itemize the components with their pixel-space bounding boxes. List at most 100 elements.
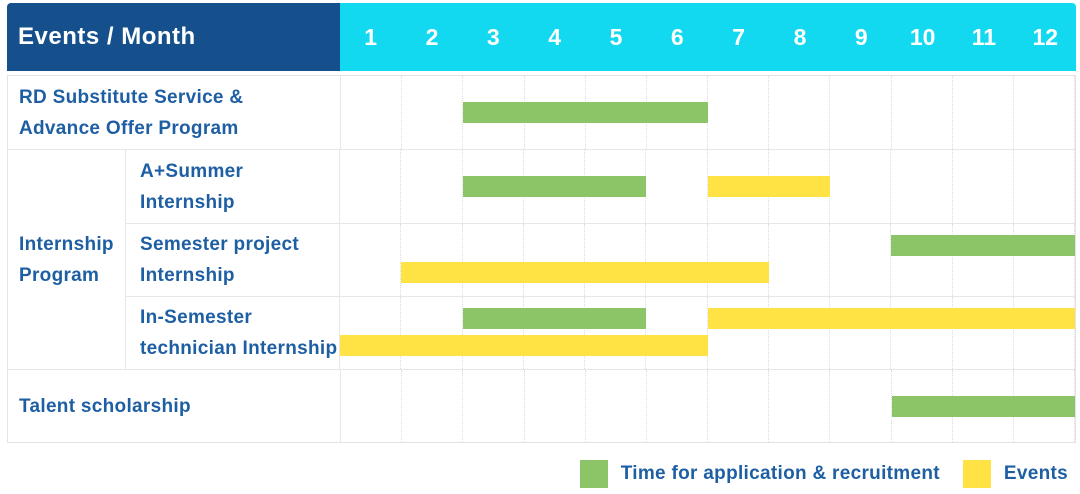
label-line: Internship — [19, 233, 114, 255]
schedule-row-semester-project: Semester project Internship — [126, 223, 1075, 296]
month-gridline-column — [891, 297, 953, 369]
schedule-row-in-semester-technician: In-Semester technician Internship — [126, 296, 1075, 369]
label-line: Internship — [140, 191, 235, 213]
month-header-cell: 10 — [909, 23, 936, 50]
row-label-semester-project: Semester project Internship — [126, 224, 340, 296]
month-header-cell: 3 — [486, 23, 500, 50]
label-line: In-Semester — [140, 307, 253, 328]
application-period-bar — [463, 102, 708, 123]
month-gridline-column — [646, 224, 708, 296]
month-gridline-column — [1014, 76, 1076, 149]
row-label-a-plus-summer: A+Summer Internship — [126, 150, 340, 223]
month-header-cell: 6 — [670, 23, 684, 50]
label-line: Advance Offer Program — [19, 117, 239, 139]
label-line: technician Internship — [140, 338, 338, 359]
month-gridline-column — [463, 370, 525, 442]
month-gridline-column — [401, 224, 463, 296]
row-label-rd-substitute: RD Substitute Service & Advance Offer Pro… — [8, 76, 341, 149]
event-period-bar — [707, 176, 830, 197]
schedule-row-talent-scholarship: Talent scholarship — [8, 369, 1076, 442]
month-header-cell: 5 — [609, 23, 623, 50]
month-gridline-column — [830, 297, 892, 369]
month-header-cell: 7 — [732, 23, 746, 50]
legend: Time for application & recruitment Event… — [579, 460, 1068, 488]
month-gridline-column — [891, 224, 953, 296]
schedule-body: RD Substitute Service & Advance Offer Pro… — [7, 75, 1076, 443]
month-header-cell: 8 — [793, 23, 807, 50]
application-period-bar — [891, 235, 1075, 256]
row-label-in-semester-technician: In-Semester technician Internship — [126, 297, 340, 369]
month-header-cell: 4 — [548, 23, 562, 50]
event-period-bar — [401, 262, 769, 283]
application-period-bar — [891, 396, 1075, 417]
month-gridline-column — [891, 150, 953, 223]
month-gridline-column — [830, 150, 892, 223]
month-header-cell: 1 — [364, 23, 378, 50]
month-gridline-column — [769, 370, 831, 442]
month-gridline-column — [708, 224, 769, 296]
schedule-row-a-plus-summer: A+Summer Internship — [126, 150, 1075, 223]
event-period-bar — [707, 308, 1075, 329]
legend-label-events: Events — [1003, 463, 1068, 484]
month-gridline-column — [1014, 297, 1075, 369]
month-gridline-column — [524, 224, 585, 296]
month-gridline-column — [708, 370, 770, 442]
month-gridline-column — [525, 370, 586, 442]
month-header-cell: 11 — [971, 23, 997, 50]
month-gridline-column — [769, 76, 831, 149]
legend-item-events: Events — [962, 460, 1068, 488]
month-gridline-column — [953, 150, 1014, 223]
month-gridline-column — [585, 297, 647, 369]
month-gridline-column — [953, 76, 1014, 149]
month-gridline-column — [341, 370, 403, 442]
row-label-talent-scholarship: Talent scholarship — [8, 370, 341, 442]
month-gridline-column — [646, 150, 708, 223]
chart-cell — [340, 297, 1075, 369]
month-gridline-column — [402, 370, 464, 442]
chart-cell — [341, 370, 1076, 442]
month-header-cell: 2 — [425, 23, 439, 50]
month-gridline-column — [401, 150, 463, 223]
month-gridline-column — [830, 76, 892, 149]
label-line: A+Summer — [140, 160, 244, 182]
chart-cell — [340, 150, 1075, 223]
events-yellow-swatch-icon — [962, 460, 991, 488]
schedule-row-rd-substitute: RD Substitute Service & Advance Offer Pro… — [8, 76, 1076, 149]
group-subrows: A+Summer Internship Semester project Inter… — [126, 150, 1075, 369]
month-gridline-column — [585, 224, 647, 296]
application-period-bar — [462, 308, 647, 329]
month-gridline-column — [524, 297, 585, 369]
month-gridline-column — [646, 297, 708, 369]
schedule-group-internship-program: Internship Program A+Summer Internship Sem… — [8, 149, 1075, 369]
month-header-cell: 12 — [1032, 23, 1059, 50]
month-gridline-column — [340, 150, 402, 223]
label-line: Semester project — [140, 234, 299, 255]
month-gridline-column — [953, 297, 1014, 369]
month-gridline-column — [830, 370, 892, 442]
legend-item-application: Time for application & recruitment — [579, 460, 940, 488]
month-gridline-column — [830, 224, 892, 296]
chart-cell — [340, 224, 1075, 296]
month-gridline-column — [586, 370, 647, 442]
month-gridline-column — [341, 76, 403, 149]
month-gridline-column — [892, 76, 953, 149]
application-green-swatch-icon — [579, 460, 608, 488]
month-gridline-column — [340, 224, 402, 296]
application-period-bar — [462, 176, 647, 197]
gantt-table: Events / Month 1 2 3 4 5 6 7 8 9 10 11 12 RD Substi… — [7, 3, 1076, 443]
month-gridline-column — [1014, 150, 1075, 223]
group-label-internship-program: Internship Program — [8, 150, 126, 369]
header-row: Events / Month 1 2 3 4 5 6 7 8 9 10 11 12 — [7, 3, 1076, 71]
month-header-cell: 9 — [854, 23, 868, 50]
legend-label-application: Time for application & recruitment — [620, 463, 940, 484]
month-gridline-column — [463, 297, 524, 369]
event-period-bar — [340, 335, 708, 356]
month-gridline-column — [1014, 224, 1075, 296]
month-gridline-column — [708, 76, 770, 149]
month-gridline-column — [769, 224, 830, 296]
label-line: RD Substitute Service & — [19, 86, 244, 108]
label-line: Internship — [140, 265, 235, 286]
month-gridline-column — [402, 76, 464, 149]
month-gridline-column — [953, 224, 1014, 296]
